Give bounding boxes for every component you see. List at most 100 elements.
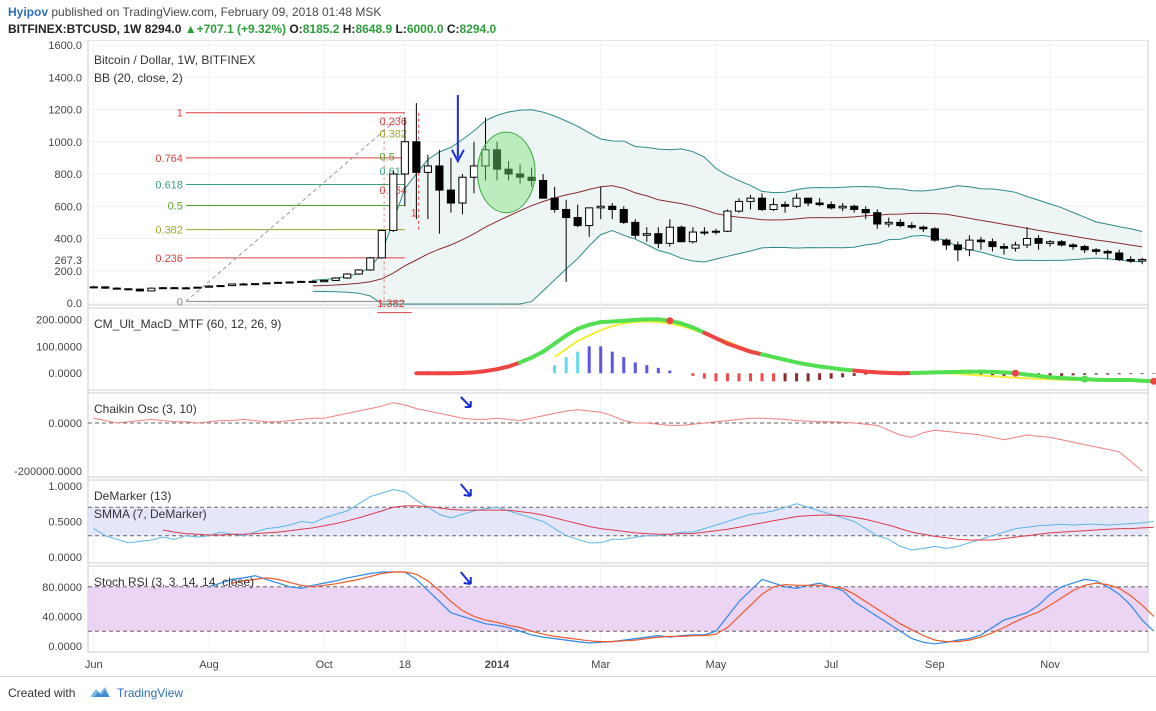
candle-body: [563, 209, 570, 217]
created-with-label: Created with: [8, 686, 75, 700]
candle-body: [966, 240, 973, 250]
macd-histogram-bar: [691, 373, 694, 376]
symbol-name: BITFINEX:BTCUSD, 1W: [8, 22, 141, 36]
published-text: published on TradingView.com, February 0…: [51, 5, 381, 19]
candle[interactable]: [344, 273, 351, 279]
candle-body: [632, 222, 639, 235]
author-name[interactable]: Hyipov: [8, 5, 48, 19]
candle[interactable]: [355, 269, 362, 275]
candle-body: [1104, 251, 1111, 253]
candle[interactable]: [263, 282, 270, 284]
candle-body: [228, 284, 235, 286]
candle[interactable]: [205, 285, 212, 287]
chart-area[interactable]: 0.0200.0400.0600.0800.01000.01200.01400.…: [0, 40, 1156, 676]
candle[interactable]: [724, 209, 731, 232]
candle-body: [943, 240, 950, 245]
macd-pane-title: CM_Ult_MacD_MTF (60, 12, 26, 9): [94, 317, 281, 331]
candle-body: [148, 288, 155, 291]
time-axis-label: Sep: [925, 659, 945, 671]
candle-body: [839, 206, 846, 208]
candle-body: [1139, 259, 1146, 261]
time-axis-label: Jul: [824, 659, 838, 671]
candle-body: [1093, 250, 1100, 252]
time-axis-label: Aug: [199, 659, 219, 671]
candle[interactable]: [275, 282, 282, 284]
candle[interactable]: [136, 288, 143, 291]
candle-body: [712, 231, 719, 232]
macd-axis-label: 200.0000: [36, 314, 82, 326]
price-axis-label: 600.0: [54, 201, 82, 213]
macd-histogram-bar: [841, 373, 844, 377]
demarker-axis-label: 0.5000: [48, 517, 82, 529]
candle-body: [332, 278, 339, 280]
candle-body: [735, 201, 742, 211]
candle[interactable]: [678, 226, 685, 242]
candle[interactable]: [286, 281, 293, 283]
candle-body: [781, 205, 788, 207]
candle[interactable]: [390, 171, 397, 232]
price-axis-label: 0.0: [67, 298, 82, 310]
candle-body: [724, 211, 731, 231]
candle-body: [1081, 247, 1088, 250]
macd-histogram-bar: [622, 357, 625, 373]
demarker-pane-title: DeMarker (13): [94, 489, 171, 503]
fib-level-label: 0.236: [155, 253, 183, 265]
price-axis-label: 1200.0: [48, 105, 82, 117]
high-label: H:: [343, 22, 356, 36]
candle-body: [102, 287, 109, 288]
candle[interactable]: [102, 286, 109, 289]
candle[interactable]: [321, 280, 328, 283]
candle[interactable]: [298, 281, 305, 283]
candle[interactable]: [931, 227, 938, 242]
candle[interactable]: [194, 287, 201, 289]
candle-body: [770, 205, 777, 210]
candle-body: [159, 288, 166, 289]
candle-body: [205, 286, 212, 287]
fib-level-label: 0.382: [155, 225, 183, 237]
price-axis-label: 1400.0: [48, 72, 82, 84]
time-axis-label: 18: [399, 659, 411, 671]
candle[interactable]: [148, 288, 155, 292]
macd-histogram-bar: [749, 373, 752, 381]
candle-body: [413, 142, 420, 173]
macd-histogram-bar: [1095, 373, 1098, 374]
candle-body: [459, 177, 466, 203]
candle-body: [390, 174, 397, 230]
candle-body: [1000, 247, 1007, 249]
candle-body: [540, 180, 547, 198]
macd-cross-dot: [666, 317, 673, 324]
candle-body: [401, 142, 408, 174]
candle[interactable]: [367, 257, 374, 271]
macd-histogram-bar: [1106, 373, 1109, 374]
candle[interactable]: [228, 284, 235, 287]
candle[interactable]: [125, 288, 132, 290]
tradingview-logo-icon[interactable]: [88, 684, 112, 700]
macd-histogram-bar: [726, 373, 729, 381]
candle-body: [977, 240, 984, 242]
fib-level-label: 1: [177, 108, 183, 120]
tradingview-link[interactable]: TradingView: [117, 686, 183, 700]
chaikin-axis-label: 0.0000: [48, 418, 82, 430]
candle-body: [447, 190, 454, 203]
candle-body: [90, 287, 97, 288]
time-axis-label: Oct: [316, 659, 333, 671]
candle-body: [263, 283, 270, 284]
open-label: O:: [289, 22, 302, 36]
demarker-band-fill: [88, 507, 1148, 535]
candle-body: [1058, 242, 1065, 245]
macd-histogram-bar: [853, 373, 856, 376]
fib-secondary-label: 0.382: [380, 129, 408, 141]
price-axis-label: 800.0: [54, 169, 82, 181]
stoch-axis-label: 0.0000: [48, 641, 82, 653]
candle-body: [897, 222, 904, 225]
candle-body: [574, 218, 581, 226]
candle[interactable]: [251, 283, 258, 285]
candle[interactable]: [217, 285, 224, 287]
candle[interactable]: [378, 230, 385, 259]
candle[interactable]: [332, 277, 339, 281]
candle-body: [309, 281, 316, 282]
stoch-pane-title: Stoch RSI (3, 3, 14, 14, close): [94, 575, 254, 589]
close-label: C:: [447, 22, 460, 36]
current-price-marker: 267.3: [54, 255, 82, 267]
candle[interactable]: [632, 219, 639, 238]
